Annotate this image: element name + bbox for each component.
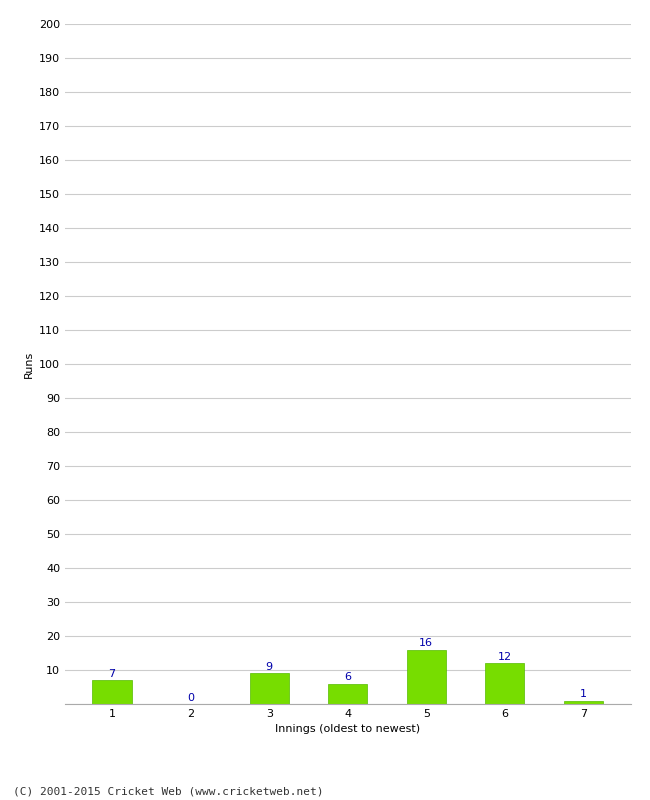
Bar [328, 683, 367, 704]
Bar [564, 701, 603, 704]
Bar [92, 680, 132, 704]
Bar [407, 650, 446, 704]
Text: 6: 6 [344, 672, 351, 682]
Text: 9: 9 [266, 662, 273, 672]
Text: 16: 16 [419, 638, 434, 648]
Y-axis label: Runs: Runs [23, 350, 33, 378]
Text: 7: 7 [109, 669, 116, 679]
Bar [485, 663, 525, 704]
Text: 1: 1 [580, 690, 587, 699]
Text: 0: 0 [187, 693, 194, 702]
Bar [250, 674, 289, 704]
Text: (C) 2001-2015 Cricket Web (www.cricketweb.net): (C) 2001-2015 Cricket Web (www.cricketwe… [13, 786, 324, 796]
Text: 12: 12 [498, 652, 512, 662]
X-axis label: Innings (oldest to newest): Innings (oldest to newest) [275, 725, 421, 734]
